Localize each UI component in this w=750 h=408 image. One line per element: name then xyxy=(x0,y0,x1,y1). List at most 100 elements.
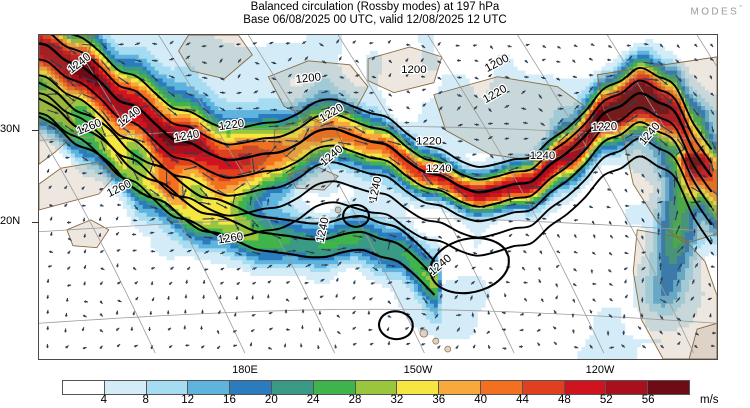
wind-vector xyxy=(100,77,111,90)
wind-vector xyxy=(367,310,371,315)
wind-vector xyxy=(677,341,681,346)
wind-vector xyxy=(625,84,637,96)
wind-vector xyxy=(571,313,575,318)
gridline xyxy=(248,35,425,354)
wind-vector xyxy=(117,109,132,118)
colorbar-tick-labels: 4 8 12 16 20 24 28 32 36 40 44 48 52 56 xyxy=(62,394,690,408)
wind-vector xyxy=(437,266,442,270)
wind-vector xyxy=(152,42,158,46)
wind-vector xyxy=(518,345,523,348)
wind-vector xyxy=(624,234,629,238)
wind-vector xyxy=(502,347,507,350)
wind-vector xyxy=(677,263,683,271)
wind-vector xyxy=(82,314,87,318)
wind-vector xyxy=(490,168,499,173)
wind-vector xyxy=(659,314,664,320)
wind-vector xyxy=(404,281,411,285)
wind-vector xyxy=(166,310,170,315)
wind-vector xyxy=(270,90,276,94)
wind-vector xyxy=(186,266,191,271)
wind-vector xyxy=(254,77,260,81)
colorbar-swatch xyxy=(439,381,481,394)
wind-vector xyxy=(369,41,374,45)
wind-vector xyxy=(170,266,174,270)
wind-vector xyxy=(321,154,330,159)
colorbar-swatch xyxy=(564,381,607,394)
wind-vector xyxy=(337,261,342,267)
wind-vector xyxy=(423,138,429,141)
wind-vector xyxy=(169,40,174,45)
wind-vector xyxy=(301,309,305,314)
wind-vector xyxy=(388,173,396,178)
wind-vector xyxy=(285,42,291,45)
wind-vector xyxy=(321,60,327,64)
wind-vector xyxy=(656,188,660,194)
wind-vector xyxy=(321,263,329,267)
wind-vector xyxy=(523,250,527,254)
wind-vector xyxy=(116,343,121,348)
wind-vector xyxy=(643,61,654,65)
wind-vector xyxy=(473,105,478,110)
wind-vector xyxy=(220,281,224,285)
wind-vector xyxy=(709,236,713,243)
wind-vector xyxy=(369,297,373,301)
wind-vector xyxy=(571,329,575,334)
wind-vector xyxy=(640,189,644,194)
wind-vector xyxy=(150,106,163,119)
wind-vector xyxy=(504,122,510,126)
longitude-label: 120W xyxy=(585,364,615,376)
colorbar-swatch xyxy=(522,381,565,394)
wind-vector xyxy=(254,61,260,65)
wind-vector xyxy=(488,90,493,94)
wind-vector xyxy=(251,158,256,174)
wind-vector-layer xyxy=(46,39,717,350)
wind-vector xyxy=(48,185,53,189)
height-contour xyxy=(39,58,712,208)
wind-vector xyxy=(677,332,682,336)
wind-vector xyxy=(437,247,440,252)
wind-vector xyxy=(355,74,360,78)
wind-vector xyxy=(454,264,459,269)
wind-vector xyxy=(150,281,154,286)
wind-vector xyxy=(695,332,700,336)
wind-vector xyxy=(301,325,304,330)
wind-vector xyxy=(336,230,346,235)
wind-vector xyxy=(640,235,644,240)
wind-vector xyxy=(538,94,543,99)
contour-label: 1240 xyxy=(425,162,453,177)
height-contour xyxy=(377,310,414,341)
wind-vector xyxy=(406,342,411,346)
wind-vector xyxy=(536,328,541,332)
wind-vector xyxy=(186,249,192,253)
wind-vector xyxy=(200,345,205,349)
wind-vector xyxy=(47,109,59,115)
wind-vector xyxy=(624,171,629,176)
wind-vector xyxy=(556,77,561,81)
wind-vector xyxy=(81,58,97,61)
wind-vector xyxy=(421,75,426,78)
wind-vector xyxy=(694,262,699,268)
wind-vector xyxy=(541,147,549,157)
wind-vector xyxy=(590,43,595,47)
wind-vector xyxy=(133,344,139,348)
wind-vector xyxy=(268,140,282,144)
wind-vector xyxy=(101,42,108,50)
wind-vector xyxy=(572,59,576,63)
wind-vector xyxy=(423,119,428,123)
wind-vector xyxy=(320,199,325,203)
wind-vector xyxy=(182,137,198,142)
wind-vector xyxy=(100,109,111,122)
wind-vector xyxy=(659,139,668,147)
wind-vector xyxy=(504,293,507,298)
wind-vector xyxy=(64,328,67,333)
wind-vector xyxy=(115,154,123,165)
wind-vector xyxy=(237,170,253,176)
wind-vector xyxy=(83,233,86,238)
wind-vector xyxy=(558,132,569,143)
wind-vector xyxy=(555,264,560,268)
wind-vector xyxy=(149,217,156,222)
wind-vector xyxy=(81,186,85,190)
wind-vector xyxy=(305,200,311,204)
contour-label: 1220 xyxy=(217,116,247,134)
wind-vector xyxy=(525,217,531,221)
